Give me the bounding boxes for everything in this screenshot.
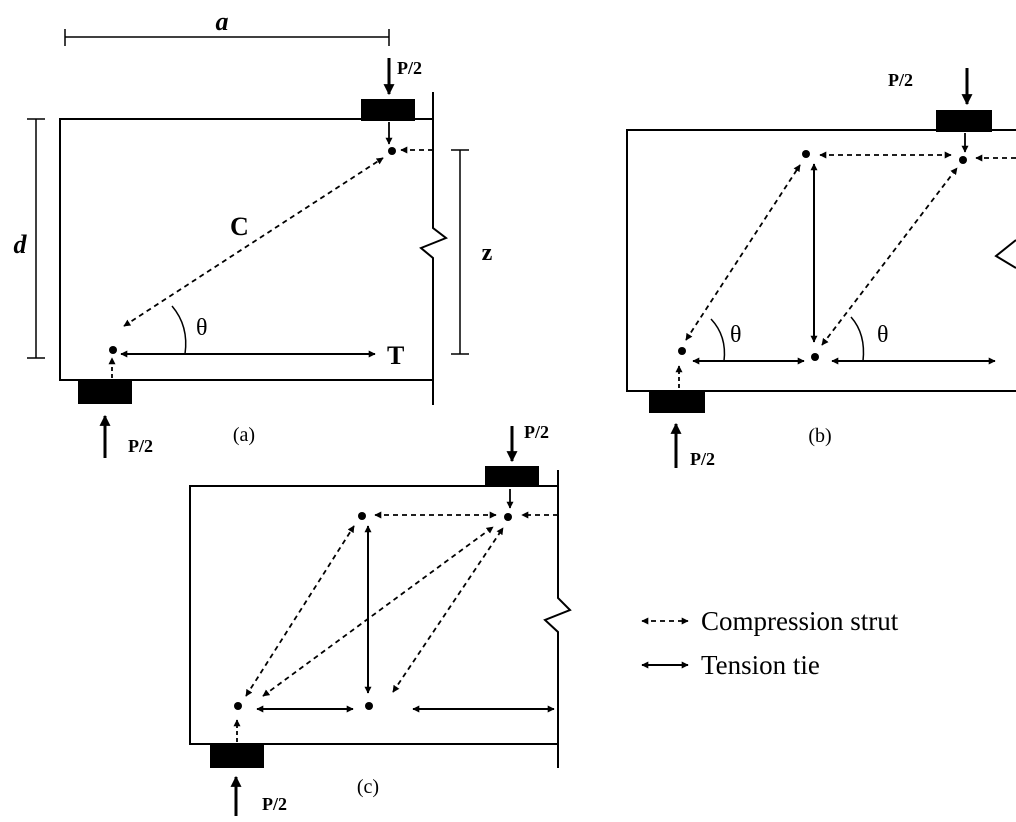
compression-label: C xyxy=(230,212,249,241)
panel-c-caption: (c) xyxy=(357,776,379,798)
right-diagonal-strut-c xyxy=(392,527,504,693)
beam-outline-b xyxy=(626,129,1016,392)
span-label: a xyxy=(216,7,229,36)
diagonal-strut-a xyxy=(123,157,384,327)
panel-b-caption: (b) xyxy=(808,425,831,447)
support-plate-b xyxy=(649,392,705,413)
lever-arm-dimension xyxy=(451,149,469,355)
load-plate-c xyxy=(485,466,539,487)
top-right-node-c xyxy=(504,513,512,521)
panel-a-caption: (a) xyxy=(233,424,255,446)
depth-dimension xyxy=(27,118,45,359)
left-diagonal-strut-c xyxy=(245,525,355,697)
angle-arc-b-right xyxy=(850,316,865,362)
bottom-left-node-b xyxy=(678,347,686,355)
bottom-mid-node-b xyxy=(811,353,819,361)
support-plate-a xyxy=(78,381,132,404)
reaction-label-a: P/2 xyxy=(128,436,153,456)
load-label-b: P/2 xyxy=(888,70,913,90)
angle-arc-b-left xyxy=(710,318,726,362)
beam-break-b xyxy=(994,239,1016,269)
legend-tie-label: Tension tie xyxy=(701,650,820,680)
panel-a: a d P/2 P/2 C T θ xyxy=(14,7,493,458)
top-node-a xyxy=(388,147,396,155)
load-label-c: P/2 xyxy=(524,422,549,442)
lever-arm-label: z xyxy=(482,240,493,266)
depth-label: d xyxy=(14,230,28,259)
panel-c: P/2 P/2 (c) xyxy=(189,422,572,816)
tension-label: T xyxy=(387,341,404,370)
angle-label-b-left: θ xyxy=(730,322,742,348)
angle-label-b-right: θ xyxy=(877,322,889,348)
beam-break-a xyxy=(419,92,449,405)
legend: Compression strut Tension tie xyxy=(641,606,899,680)
reaction-label-b: P/2 xyxy=(690,449,715,469)
bottom-node-a xyxy=(109,346,117,354)
load-plate-a xyxy=(361,99,415,121)
long-diagonal-strut-c xyxy=(262,526,494,697)
right-diagonal-strut-b xyxy=(821,167,958,346)
top-mid-node-c xyxy=(358,512,366,520)
legend-strut-label: Compression strut xyxy=(701,606,899,636)
top-mid-node-b xyxy=(802,150,810,158)
bottom-mid-node-c xyxy=(365,702,373,710)
panel-b: P/2 P/2 θ θ (b) xyxy=(626,68,1016,469)
bottom-left-node-c xyxy=(234,702,242,710)
span-dimension xyxy=(64,29,390,46)
top-right-node-b xyxy=(959,156,967,164)
beam-break-c xyxy=(543,470,572,768)
left-diagonal-strut-b xyxy=(685,164,801,341)
angle-label-a: θ xyxy=(196,315,208,341)
load-plate-b xyxy=(936,110,992,132)
support-plate-c xyxy=(210,745,264,768)
angle-arc-a xyxy=(171,305,187,355)
beam-outline-a xyxy=(59,118,433,381)
load-label-a: P/2 xyxy=(397,58,422,78)
reaction-label-c: P/2 xyxy=(262,794,287,814)
beam-outline-c xyxy=(189,485,558,745)
